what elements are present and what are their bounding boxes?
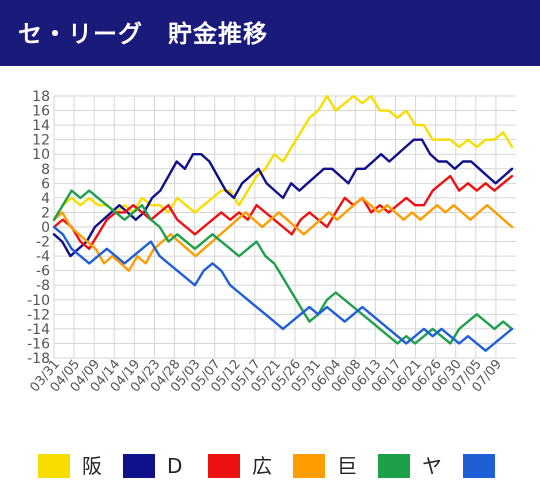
legend-swatch	[123, 454, 155, 478]
y-tick-label: 4	[41, 191, 50, 207]
series-lines	[52, 94, 514, 352]
legend-swatch	[38, 454, 70, 478]
y-tick-label: -14	[27, 322, 50, 338]
y-tick-label: 18	[32, 89, 50, 105]
y-tick-label: 14	[32, 118, 50, 134]
y-tick-label: 10	[32, 147, 50, 163]
y-tick-label: 12	[32, 133, 50, 149]
legend-swatch	[463, 454, 495, 478]
page-title: セ・リーグ 貯金推移	[18, 20, 268, 48]
series-line-5	[52, 225, 514, 352]
y-tick-label: -2	[36, 235, 50, 251]
legend-swatch	[293, 454, 325, 478]
series-line-0	[52, 94, 514, 221]
legend-swatch	[378, 454, 410, 478]
y-tick-label: -4	[36, 249, 50, 265]
y-tick-label: 0	[41, 220, 50, 236]
series-line-3	[52, 196, 514, 272]
y-tick-label: -12	[27, 307, 50, 323]
y-tick-label: 2	[41, 205, 50, 221]
y-tick-label: -16	[27, 336, 50, 352]
y-tick-label: 16	[32, 104, 50, 120]
series-line-2	[52, 174, 514, 251]
chart-header: セ・リーグ 貯金推移	[0, 0, 540, 66]
y-tick-label: -18	[27, 351, 50, 367]
legend-label: 巨	[337, 454, 357, 478]
series-line-4	[52, 189, 514, 345]
y-tick-label: -6	[36, 264, 50, 280]
y-tick-label: -10	[27, 293, 50, 309]
legend-label: D	[167, 454, 183, 478]
y-tick-label: -8	[36, 278, 50, 294]
legend-swatch	[208, 454, 240, 478]
legend-label: ヤ	[422, 454, 442, 478]
y-tick-label: 8	[41, 162, 50, 178]
y-tick-label: 6	[41, 176, 50, 192]
line-chart: 181614121086420-2-4-6-8-10-12-14-16-1803…	[27, 89, 516, 395]
legend-label: 阪	[82, 454, 102, 478]
grid	[53, 95, 516, 359]
legend-label: 広	[252, 454, 272, 478]
axes: 181614121086420-2-4-6-8-10-12-14-16-1803…	[27, 89, 505, 395]
